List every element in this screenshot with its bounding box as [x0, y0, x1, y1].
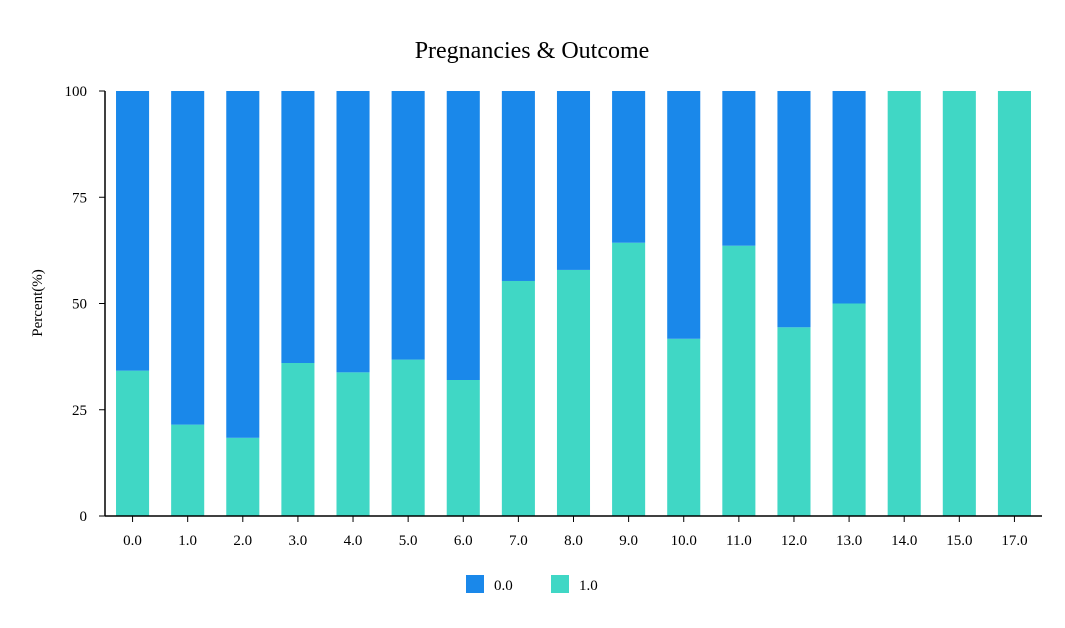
bar-7.0-series-0.0	[501, 91, 535, 281]
bar-0.0-series-0.0	[116, 91, 150, 371]
bar-7.0-series-1.0	[501, 280, 535, 516]
bar-13.0-series-1.0	[832, 303, 866, 516]
x-tick-label: 4.0	[344, 533, 363, 549]
x-tick-label: 9.0	[619, 533, 638, 549]
x-tick-label: 3.0	[289, 533, 308, 549]
bar-3.0-series-0.0	[281, 91, 315, 363]
x-tick-label: 6.0	[454, 533, 473, 549]
bar-8.0-series-0.0	[556, 91, 591, 270]
x-tick-label: 13.0	[836, 533, 862, 549]
bar-13.0-series-0.0	[832, 91, 866, 304]
bar-17.0-series-1.0	[997, 91, 1031, 516]
bar-0.0-series-1.0	[116, 370, 150, 516]
legend-label-1.0: 1.0	[579, 578, 598, 594]
bar-5.0-series-0.0	[391, 91, 425, 360]
x-tick-label: 10.0	[671, 533, 697, 549]
chart-title: Pregnancies & Outcome	[415, 38, 650, 64]
x-tick-label: 11.0	[726, 533, 752, 549]
axes-group: 0 25 50 75 100 0.0 1.0 2.0 3.0 4.0 5.0 6.0 7.0 8.0 9.0…	[65, 84, 1042, 549]
bar-4.0-series-0.0	[336, 91, 370, 373]
bar-8.0-series-1.0	[556, 269, 591, 516]
x-tick-label: 8.0	[564, 533, 583, 549]
x-tick-label: 1.0	[178, 533, 197, 549]
bar-4.0-series-1.0	[336, 372, 370, 516]
y-tick-label: 75	[72, 190, 87, 206]
bar-15.0-series-1.0	[942, 91, 976, 516]
bar-3.0-series-1.0	[281, 363, 315, 516]
y-axis-label: Percent(%)	[30, 269, 46, 336]
bar-1.0-series-1.0	[171, 424, 205, 517]
legend-swatch-1.0	[551, 575, 569, 593]
bar-9.0-series-1.0	[612, 242, 646, 516]
bar-6.0-series-0.0	[446, 91, 480, 380]
legend: 0.0 1.0	[466, 575, 598, 594]
bar-12.0-series-1.0	[777, 327, 811, 516]
y-tick-label: 0	[80, 509, 88, 525]
y-tick-label: 50	[72, 297, 87, 313]
y-tick-label: 25	[72, 403, 87, 419]
bar-9.0-series-0.0	[612, 91, 646, 243]
bar-11.0-series-1.0	[722, 245, 756, 516]
x-tick-label: 15.0	[946, 533, 972, 549]
x-tick-label: 14.0	[891, 533, 917, 549]
legend-label-0.0: 0.0	[494, 578, 513, 594]
x-tick-label: 5.0	[399, 533, 418, 549]
bar-11.0-series-0.0	[722, 91, 756, 246]
x-tick-label: 2.0	[233, 533, 252, 549]
x-tick-label: 12.0	[781, 533, 807, 549]
bar-2.0-series-0.0	[226, 91, 260, 438]
x-tick-label: 17.0	[1001, 533, 1027, 549]
y-tick-label: 100	[65, 84, 88, 100]
bar-14.0-series-1.0	[887, 91, 921, 516]
legend-swatch-0.0	[466, 575, 484, 593]
x-tick-label: 7.0	[509, 533, 528, 549]
bars-group	[116, 91, 1031, 517]
bar-10.0-series-0.0	[667, 91, 701, 339]
bar-5.0-series-1.0	[391, 359, 425, 516]
bar-12.0-series-0.0	[777, 91, 811, 328]
bar-6.0-series-1.0	[446, 380, 480, 516]
bar-10.0-series-1.0	[667, 338, 701, 516]
bar-1.0-series-0.0	[171, 91, 205, 425]
x-tick-label: 0.0	[123, 533, 142, 549]
bar-2.0-series-1.0	[226, 437, 260, 516]
